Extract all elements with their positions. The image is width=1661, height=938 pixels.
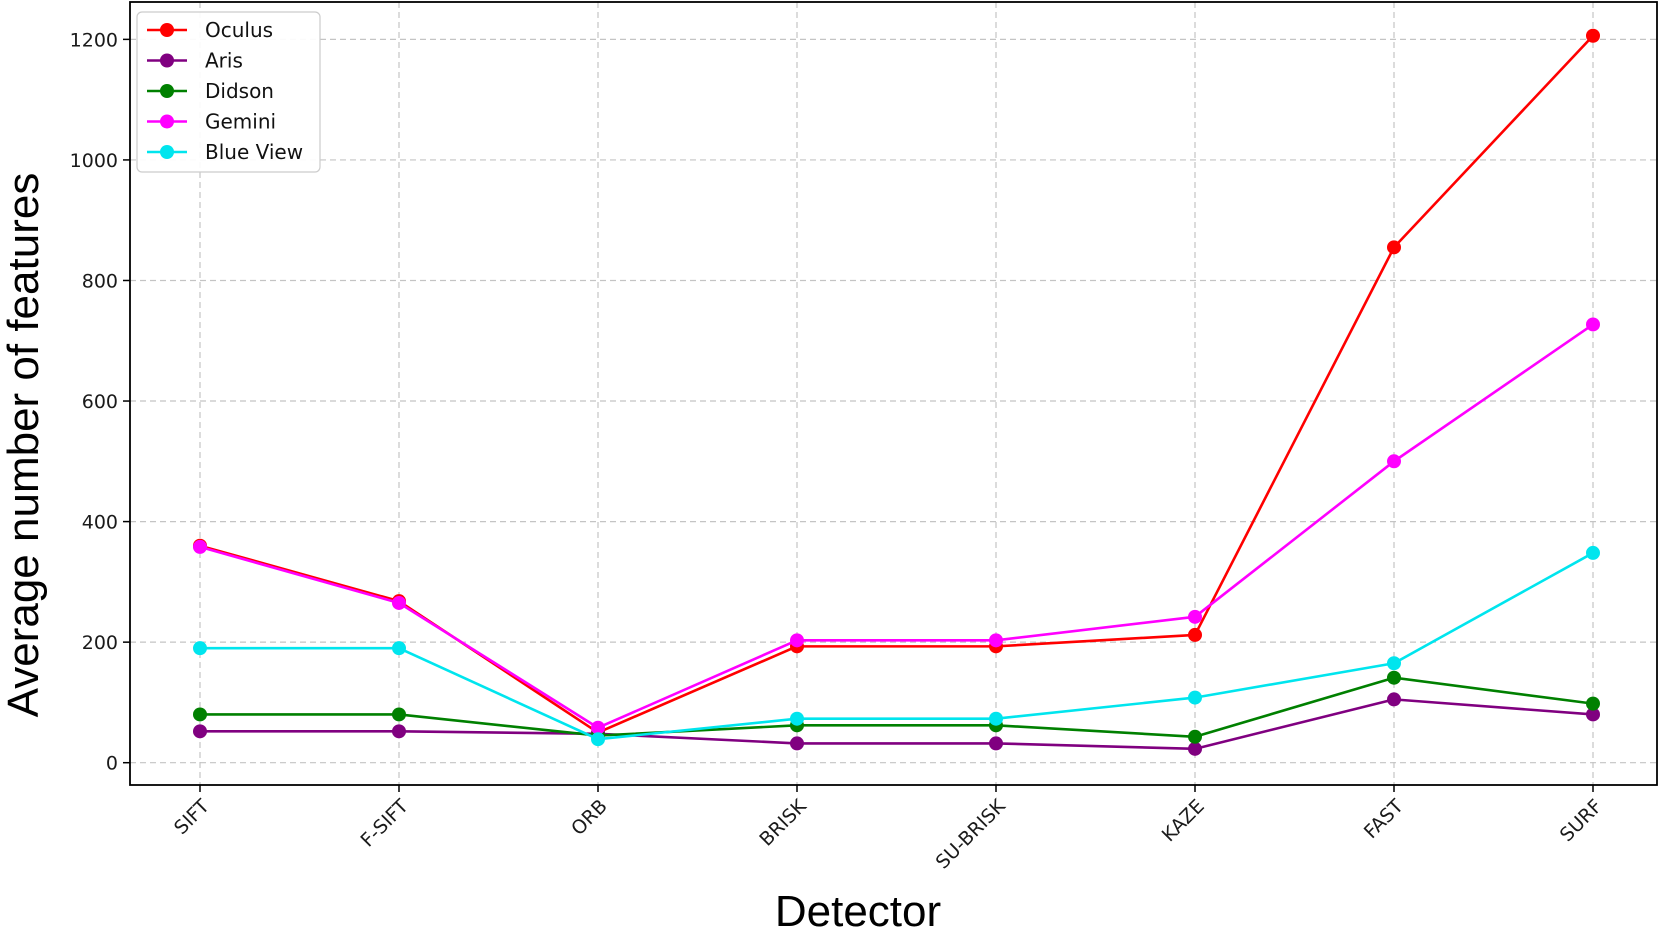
legend-label-didson: Didson (205, 79, 274, 103)
legend-marker-aris (160, 53, 174, 68)
data-point-gemini (193, 539, 207, 554)
data-point-blue-view (392, 641, 406, 656)
data-point-gemini (989, 633, 1003, 648)
data-point-gemini (790, 633, 804, 648)
data-point-gemini (591, 720, 605, 735)
data-point-gemini (1188, 609, 1202, 624)
data-point-oculus (1586, 28, 1600, 43)
data-point-blue-view (1387, 656, 1401, 671)
y-tick-label: 1200 (70, 29, 118, 51)
legend-marker-gemini (160, 114, 174, 129)
data-point-aris (989, 736, 1003, 751)
data-point-aris (790, 736, 804, 751)
data-point-didson (193, 707, 207, 722)
legend-label-oculus: Oculus (205, 18, 273, 42)
x-tick-label: FAST (1360, 795, 1408, 843)
legend-marker-oculus (160, 23, 174, 37)
y-tick-label: 400 (82, 512, 118, 534)
data-point-blue-view (193, 641, 207, 656)
data-point-blue-view (591, 732, 605, 747)
legend-marker-didson (160, 84, 174, 98)
data-point-aris (1586, 707, 1600, 722)
data-point-oculus (1387, 240, 1401, 255)
y-tick-label: 200 (82, 632, 118, 654)
data-point-didson (1586, 696, 1600, 711)
legend-item-oculus: Oculus (147, 18, 273, 42)
series-gemini (193, 317, 1600, 735)
y-axis-title: Average number of features (0, 173, 48, 718)
legend-item-gemini: Gemini (147, 110, 276, 134)
legend-item-blue-view: Blue View (147, 140, 303, 164)
x-tick-label: KAZE (1158, 795, 1209, 846)
series-didson (193, 670, 1600, 744)
series-line-gemini (199, 323, 1594, 730)
x-tick-label: SIFT (170, 795, 214, 839)
data-point-aris (392, 724, 406, 739)
legend-label-gemini: Gemini (205, 110, 276, 134)
data-point-didson (392, 707, 406, 722)
data-point-gemini (392, 595, 406, 610)
data-point-blue-view (1586, 545, 1600, 560)
x-tick-label: ORB (567, 795, 612, 840)
y-tick-label: 0 (106, 753, 118, 775)
data-point-didson (1188, 729, 1202, 744)
x-tick-label: F-SIFT (356, 795, 413, 852)
legend-label-blue-view: Blue View (205, 140, 303, 164)
series-line-oculus (199, 34, 1594, 734)
legend-label-aris: Aris (205, 49, 243, 73)
plot-frame (129, 1, 1658, 786)
data-point-aris (1387, 692, 1401, 707)
x-tick-label: SURF (1556, 795, 1607, 846)
series-line-didson (200, 676, 1594, 739)
data-point-aris (1188, 741, 1202, 756)
data-point-blue-view (790, 711, 804, 726)
data-point-gemini (1586, 317, 1600, 332)
x-tick-label: SU-BRISK (932, 795, 1011, 874)
data-point-aris (193, 724, 207, 739)
legend-marker-blue-view (160, 145, 174, 159)
y-tick-label: 1000 (70, 150, 118, 172)
series-oculus (193, 28, 1600, 740)
legend: Oculus Aris Didson Gemini Blue View (136, 11, 321, 173)
y-tick-label: 600 (82, 391, 118, 413)
legend-item-aris: Aris (147, 49, 243, 73)
data-point-didson (1387, 670, 1401, 685)
grid-lines (130, 2, 1657, 785)
x-tick-label: BRISK (755, 795, 811, 851)
legend-item-didson: Didson (147, 79, 274, 103)
series-line-aris (200, 698, 1594, 751)
series-line-blue-view (200, 551, 1594, 741)
data-point-blue-view (989, 711, 1003, 726)
data-point-gemini (1387, 454, 1401, 469)
data-point-oculus (1188, 627, 1202, 642)
data-point-blue-view (1188, 690, 1202, 705)
x-axis-title: Detector (775, 887, 941, 934)
series-layer (193, 28, 1600, 756)
legend-box (136, 11, 321, 173)
series-blue-view (193, 545, 1600, 747)
y-tick-label: 800 (82, 270, 118, 292)
